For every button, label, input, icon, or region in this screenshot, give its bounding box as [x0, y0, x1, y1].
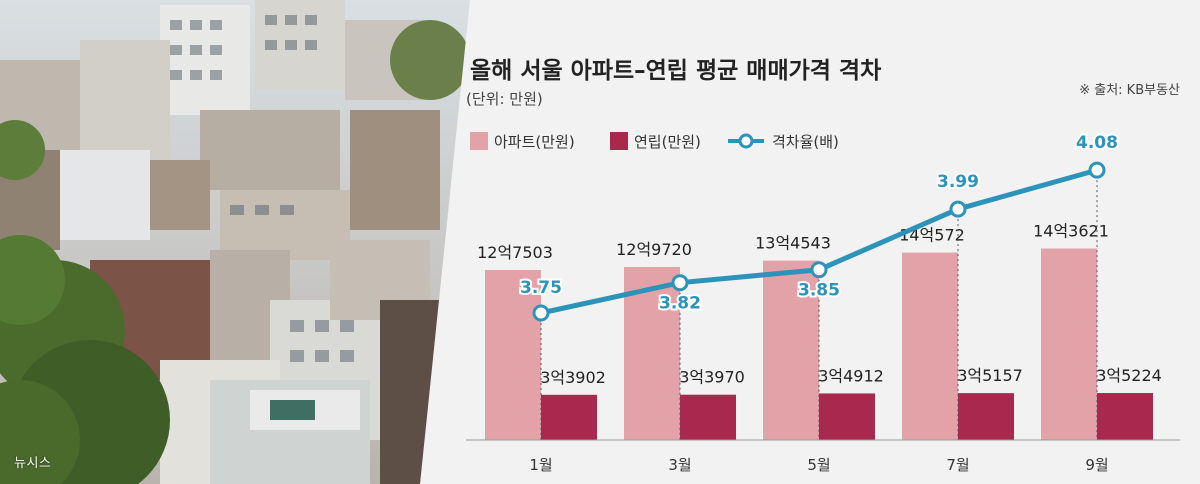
label-villa-4: 3억5157 [957, 366, 1023, 385]
bar-villa-3 [819, 393, 875, 440]
chart-marks: 12억7503 3억3902 1월 12억9720 3억3970 3월 13억4543 3억4… [477, 131, 1162, 474]
ratio-label-2: 3.82 [659, 294, 701, 314]
bar-villa-5 [1097, 393, 1153, 440]
ratio-point-2 [671, 274, 689, 292]
background-photo: 뉴시스 [0, 0, 470, 484]
bar-apartment-5 [1041, 248, 1097, 440]
bar-apartment-4 [902, 252, 958, 440]
x-tick-label-2: 3월 [668, 456, 691, 474]
chart-title: 올해 서울 아파트–연립 평균 매매가격 격차 [470, 58, 881, 84]
ratio-point-3 [810, 261, 828, 279]
label-apartment-2: 12억9720 [616, 240, 692, 259]
legend-swatch-apartment [470, 132, 488, 150]
bar-villa-4 [958, 393, 1014, 440]
chart-panel-background [420, 0, 1200, 484]
bar-apartment-3 [763, 260, 819, 440]
building-photo-icon [0, 0, 470, 484]
x-tick-label-1: 1월 [529, 456, 552, 474]
x-tick-label-5: 9월 [1085, 456, 1108, 474]
x-tick-label-4: 7월 [946, 456, 969, 474]
bar-villa-1 [541, 394, 597, 440]
x-tick-label-3: 5월 [807, 456, 830, 474]
source-note: ※ 출처: KB부동산 [1079, 83, 1180, 98]
chart-subtitle: (단위: 만원) [466, 90, 543, 108]
label-apartment-1: 12억7503 [477, 243, 553, 262]
bar-apartment-2 [624, 267, 680, 440]
ratio-point-1 [532, 304, 550, 322]
label-villa-3: 3억4912 [818, 366, 884, 385]
ratio-label-5: 4.08 [1076, 133, 1118, 153]
legend-label-apartment: 아파트(만원) [494, 133, 575, 151]
bar-apartment-1 [485, 270, 541, 440]
bar-villa-2 [680, 394, 736, 440]
legend-marker-ratio [738, 133, 754, 149]
photo-credit: 뉴시스 [14, 456, 52, 471]
label-villa-2: 3억3970 [679, 368, 745, 387]
ratio-label-1: 3.75 [520, 278, 562, 298]
label-apartment-4: 14억572 [899, 226, 965, 245]
label-apartment-3: 13억4543 [755, 234, 831, 253]
ratio-point-4 [949, 200, 967, 218]
label-apartment-5: 14억3621 [1033, 222, 1109, 241]
legend-swatch-villa [610, 132, 628, 150]
ratio-point-5 [1088, 161, 1106, 179]
ratio-label-3: 3.85 [798, 281, 840, 301]
label-villa-1: 3억3902 [540, 368, 606, 387]
legend: 아파트(만원) 연립(만원) 격차율(배) [470, 132, 839, 151]
ratio-label-4: 3.99 [937, 172, 979, 192]
legend-label-villa: 연립(만원) [634, 133, 701, 151]
label-villa-5: 3억5224 [1096, 366, 1162, 385]
legend-label-ratio: 격차율(배) [772, 133, 839, 151]
